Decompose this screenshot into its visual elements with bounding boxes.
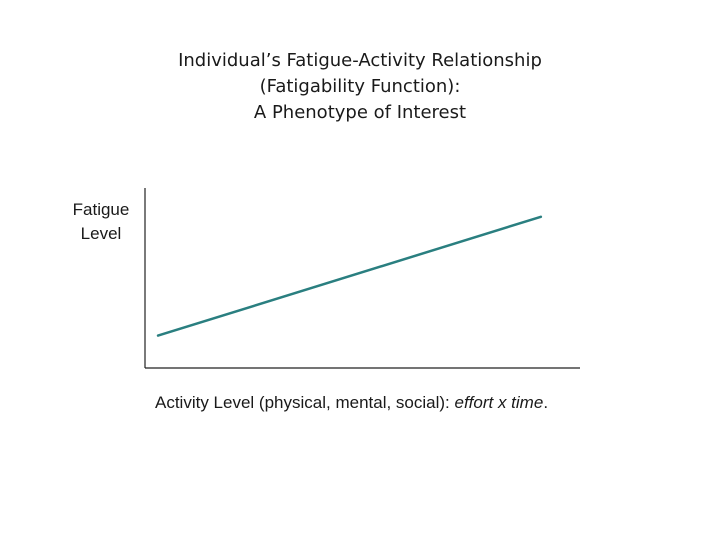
chart-title: Individual’s Fatigue-Activity Relationsh… <box>0 48 720 126</box>
x-axis-label: Activity Level (physical, mental, social… <box>155 391 548 415</box>
x-axis-label-end: . <box>543 393 549 412</box>
chart-title-line-2: (Fatigability Function): <box>259 76 461 97</box>
y-axis-label-line-1: Fatigue <box>72 200 130 219</box>
fatigability-line-series-0 <box>156 215 543 337</box>
series-layer <box>156 215 543 337</box>
x-axis-label-italic: effort x time <box>454 393 544 412</box>
x-axis-label-plain: Activity Level (physical, mental, social… <box>155 393 455 412</box>
chart-title-line-1: Individual’s Fatigue-Activity Relationsh… <box>178 50 542 71</box>
y-axis-label-line-2: Level <box>80 224 122 243</box>
chart-title-line-3: A Phenotype of Interest <box>253 102 467 123</box>
y-axis-label: Fatigue Level <box>60 198 142 246</box>
